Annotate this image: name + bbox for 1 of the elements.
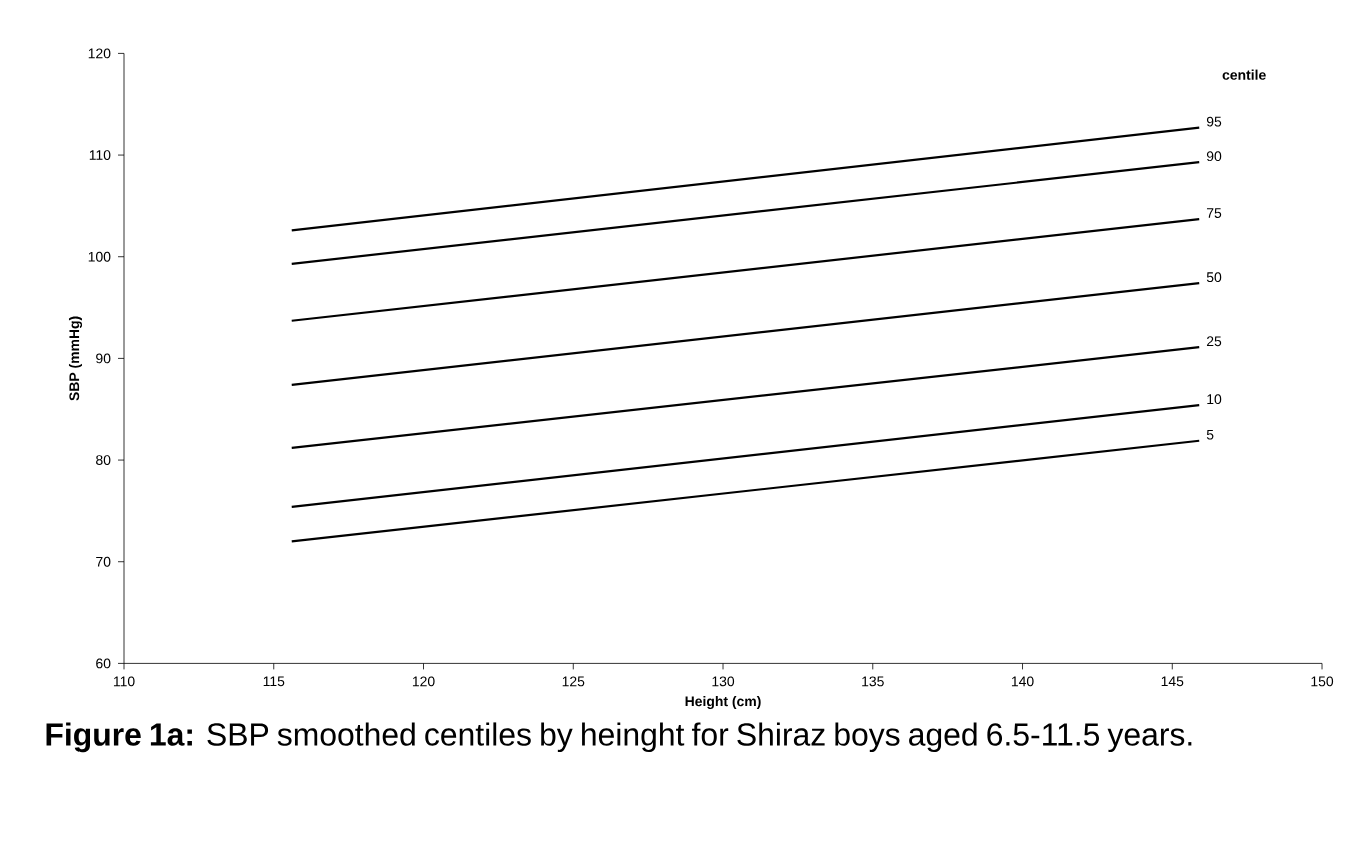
text: Figure 1a: SBP smoothed centiles by heinght for Shiraz boys aged 6.5-11.5 years. xyxy=(46,722,1192,753)
